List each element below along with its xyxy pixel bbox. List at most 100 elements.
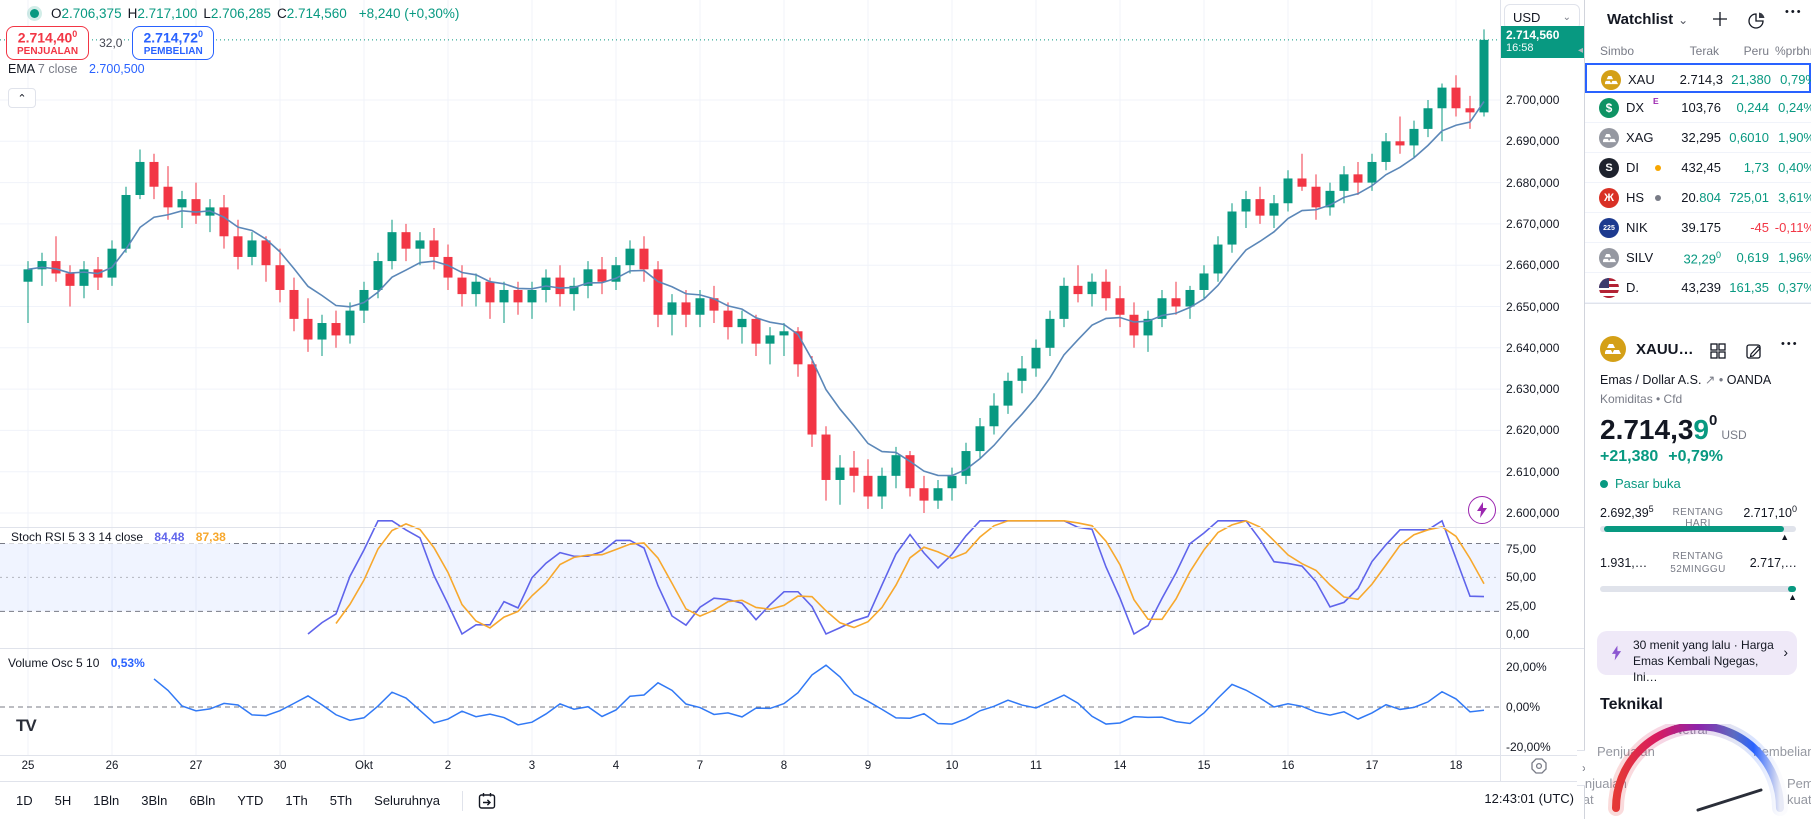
price-change: +21,380 +0,79%	[1600, 448, 1723, 465]
pie-chart-icon[interactable]	[1747, 10, 1767, 30]
range-tab-3bln[interactable]: 3Bln	[141, 793, 168, 808]
symbol-label: XAG	[1626, 130, 1654, 145]
range-tab-ytd[interactable]: YTD	[237, 793, 264, 808]
trade-buttons-row: 2.714,400 PENJUALAN 32,0 2.714,720 PEMBE…	[6, 26, 214, 61]
watchlist-row-hs[interactable]: Ж HS 20.804 725,01 3,61%	[1585, 183, 1811, 213]
change-value: 0,619	[1736, 250, 1769, 265]
volume-osc-legend[interactable]: Volume Osc 5 10 0,53%	[8, 656, 145, 670]
last-price: 43,239	[1681, 280, 1721, 295]
time-label-18: 18	[1449, 760, 1463, 772]
pane-divider-1[interactable]	[0, 527, 1584, 528]
time-label-7: 7	[696, 760, 704, 772]
more-options-icon[interactable]: •••	[1785, 6, 1803, 18]
axis-label: 20,00%	[1506, 660, 1547, 674]
axis-label: 2.660,000	[1506, 258, 1560, 273]
chevron-down-icon: ⌄	[1562, 11, 1571, 23]
change-percent: 0,40%	[1778, 160, 1811, 175]
day-range-low: 2.692,395	[1600, 504, 1654, 521]
day-range-high: 2.717,100	[1743, 504, 1797, 521]
watchlist-row-xag[interactable]: XAG 32,295 0,6010 1,90%	[1585, 123, 1811, 153]
technical-title: Teknikal	[1600, 696, 1663, 713]
range-tab-5h[interactable]: 5H	[54, 793, 72, 808]
change-percent: 0,24%	[1778, 100, 1811, 115]
watchlist-columns[interactable]: Simbo Terak Peru %prbhn	[1585, 42, 1811, 62]
stoch-rsi-legend[interactable]: Stoch RSI 5 3 3 14 close 84,48 87,38	[8, 530, 229, 544]
lightning-icon	[1477, 502, 1487, 518]
silver-icon	[1599, 248, 1619, 268]
range-tab-seluruhnya[interactable]: Seluruhnya	[374, 793, 440, 808]
technical-gauge	[1608, 724, 1788, 816]
edit-note-icon[interactable]	[1745, 342, 1763, 360]
watchlist-row-silv[interactable]: SILV 32,290 0,619 1,96%	[1585, 243, 1811, 273]
ohlc-value: 2.706,375	[61, 6, 122, 21]
axis-settings-icon[interactable]	[1529, 756, 1549, 776]
range-tabs: 1D 5H 1Bln 3Bln 6Bln YTD 1Th 5Th Seluruhnya	[16, 793, 462, 808]
ema-indicator-legend[interactable]: EMA 7 close 2.700,500	[8, 62, 145, 76]
external-link-icon[interactable]: ↗	[1704, 373, 1719, 387]
watchlist-row-dx[interactable]: $ DX E 103,76 0,244 0,24%	[1585, 93, 1811, 123]
market-status: Pasar buka	[1600, 476, 1681, 491]
last-price: 20.804	[1681, 190, 1721, 205]
watchlist-title-dropdown[interactable]: Watchlist ⌄	[1607, 11, 1689, 28]
symbol-label: XAU	[1628, 72, 1655, 87]
column-header-1[interactable]: Terak	[1689, 44, 1719, 58]
range-tab-1th[interactable]: 1Th	[285, 793, 308, 808]
currency-dropdown[interactable]: USD ⌄	[1504, 4, 1580, 30]
go-to-date-icon[interactable]	[477, 791, 497, 811]
last-price: 32,295	[1681, 130, 1721, 145]
exchange-name: OANDA	[1726, 373, 1772, 387]
pane-divider-2[interactable]	[0, 648, 1584, 649]
time-label-15: 15	[1197, 760, 1211, 772]
stoch-d-value: 87,38	[195, 530, 226, 544]
flash-lightning-button[interactable]	[1468, 496, 1496, 524]
add-symbol-icon[interactable]	[1711, 10, 1729, 28]
stoch-k-value: 84,48	[154, 530, 185, 544]
symbol-label: SILV	[1626, 250, 1654, 265]
vol-osc-value: 0,53%	[110, 656, 145, 670]
change-value: 1,73	[1743, 160, 1769, 175]
buy-button[interactable]: 2.714,720 PEMBELIAN	[132, 26, 214, 61]
range-tab-6bln[interactable]: 6Bln	[189, 793, 216, 808]
price-scale[interactable]: USD ⌄ 2.714,560 16:58 2.700,000 2.690,000 2…	[1500, 0, 1585, 781]
symbol-badge: E	[1653, 96, 1659, 106]
sell-button[interactable]: 2.714,400 PENJUALAN	[6, 26, 90, 61]
column-header-3[interactable]: %prbhn	[1775, 44, 1811, 58]
range-tab-1d[interactable]: 1D	[16, 793, 33, 808]
symbol-label: HS	[1626, 190, 1645, 205]
symbol-name[interactable]: XAUU…	[1636, 341, 1694, 358]
open-status-dot	[1600, 479, 1608, 488]
toolbar-divider	[461, 790, 463, 811]
symbol-more-icon[interactable]: •••	[1781, 338, 1799, 350]
panel-divider[interactable]	[1584, 0, 1585, 819]
change-value: 21,380	[1731, 72, 1771, 87]
time-axis[interactable]: 25 26 27 30 Okt 2 3 4 7 8 9 10 11 14 15 16 17 18	[0, 757, 1500, 781]
symbol-label: D.	[1626, 280, 1639, 295]
candlestick-chart[interactable]	[0, 0, 1500, 781]
tradingview-logo[interactable]: TV	[16, 716, 37, 735]
ohlc-values: O2.706,375 H2.717,100 L2.706,285 C2.714,560	[51, 6, 353, 21]
last-price: 39.175	[1681, 220, 1721, 235]
watchlist-row-xau[interactable]: XAU 2.714,3 21,380 0,79%	[1585, 63, 1811, 93]
w52-range-bar	[1600, 586, 1796, 592]
last-price: 432,45	[1681, 160, 1721, 175]
range-tab-1bln[interactable]: 1Bln	[93, 793, 120, 808]
column-header-2[interactable]: Peru	[1743, 44, 1769, 58]
grid-view-icon[interactable]	[1709, 342, 1727, 360]
watchlist-column-tab-icon[interactable]: ◂	[1578, 45, 1584, 56]
pane-collapse-button[interactable]: ⌃	[8, 88, 36, 108]
news-pill[interactable]: 30 menit yang lalu · Harga Emas Kembali …	[1597, 631, 1797, 684]
watchlist-row-di[interactable]: S DI 432,45 1,73 0,40%	[1585, 153, 1811, 183]
bottom-toolbar: 1D 5H 1Bln 3Bln 6Bln YTD 1Th 5Th Seluruhnya 12:4…	[0, 782, 1584, 819]
watchlist-row-d.[interactable]: D. 43,239 161,35 0,37%	[1585, 273, 1811, 303]
clock[interactable]: 12:43:01 (UTC)	[1484, 791, 1574, 806]
change-value: -45	[1750, 220, 1769, 235]
sell-label: PENJUALAN	[17, 45, 79, 57]
axis-label: -20,00%	[1506, 740, 1551, 754]
column-header-0[interactable]: Simbo	[1600, 44, 1635, 58]
range-tab-5th[interactable]: 5Th	[329, 793, 353, 808]
axis-label: 2.630,000	[1506, 382, 1560, 397]
watchlist-header: Watchlist ⌄ •••	[1585, 0, 1811, 40]
sdark-icon: S	[1599, 158, 1619, 178]
watchlist-row-nik[interactable]: 225 NIK 39.175 -45 -0,11%	[1585, 213, 1811, 243]
ohlc-letter: O	[51, 6, 62, 21]
